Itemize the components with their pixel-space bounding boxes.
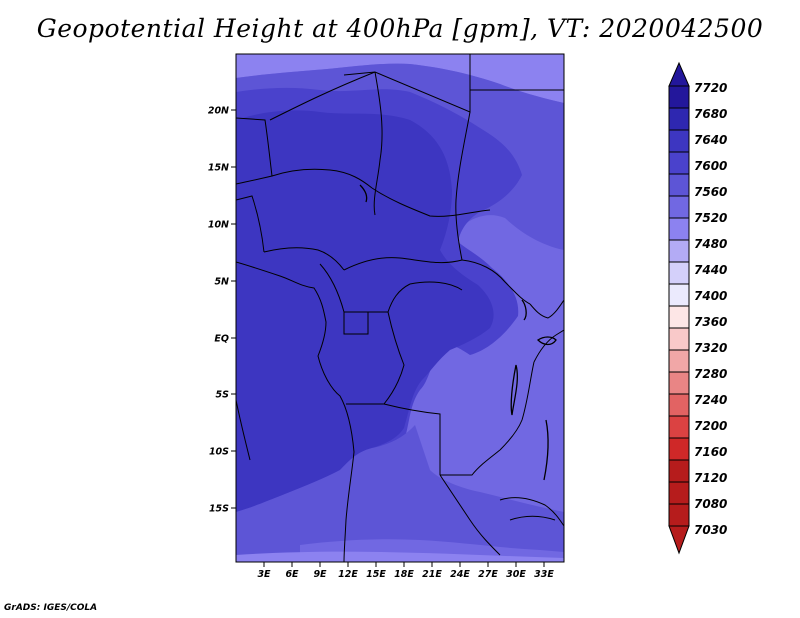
colorbar-segment: [668, 107, 690, 131]
colorbar-label: 7320: [694, 341, 727, 355]
zone-7480-south-edge: [236, 551, 564, 562]
colorbar-label: 7360: [694, 315, 727, 329]
zone-7560-southwest: [236, 425, 564, 562]
grads-credit: GrADS: IGES/COLA: [4, 603, 98, 613]
colorbar-label: 7600: [694, 159, 727, 173]
colorbar-label: 7640: [694, 133, 727, 147]
colorbar-top-arrow: [668, 61, 690, 87]
colorbar-label: 7280: [694, 367, 727, 381]
colorbar-label: 7080: [694, 497, 727, 511]
colorbar-segment: [668, 173, 690, 197]
zone-7640: [236, 110, 494, 512]
colorbar-label: 7200: [694, 419, 727, 433]
lon-label: 12E: [338, 569, 358, 580]
lat-label: 15N: [208, 163, 229, 174]
colorbar-segment: [668, 151, 690, 175]
colorbar-label: 7240: [694, 393, 727, 407]
colorbar-segment: [668, 349, 690, 373]
colorbar: 7720 7680 7640 7600 7560 7520 7480 7440 …: [668, 61, 727, 555]
colorbar-segment: [668, 459, 690, 483]
lat-label: 15S: [209, 504, 229, 515]
colorbar-segment: [668, 217, 690, 241]
zone-7480-north: [236, 54, 564, 103]
colorbar-label: 7400: [694, 289, 727, 303]
lat-label: 10S: [209, 447, 229, 458]
colorbar-segment: [668, 327, 690, 351]
lon-label: 27E: [478, 569, 498, 580]
lon-axis: 3E 6E 9E 12E 15E 18E 21E 24E 27E 30E 33E: [257, 562, 554, 580]
colorbar-label: 7480: [694, 237, 727, 251]
colorbar-label: 7560: [694, 185, 727, 199]
colorbar-label: 7680: [694, 107, 727, 121]
colorbar-segment: [668, 239, 690, 263]
colorbar-segment: [668, 393, 690, 417]
colorbar-segment: [668, 195, 690, 219]
colorbar-segment: [668, 437, 690, 461]
colorbar-segment: [668, 481, 690, 505]
lon-label: 24E: [450, 569, 470, 580]
colorbar-label: 7440: [694, 263, 727, 277]
height-field: [236, 54, 564, 562]
lakes: [359, 184, 557, 481]
map-frame: [235, 53, 565, 563]
country-boundaries: [236, 54, 564, 562]
lat-label: EQ: [214, 334, 229, 345]
lon-label: 6E: [285, 569, 299, 580]
lat-label: 10N: [208, 220, 229, 231]
lon-label: 9E: [313, 569, 327, 580]
colorbar-segment: [668, 305, 690, 329]
lat-axis: 20N 15N 10N 5N EQ 5S 10S 15S: [208, 106, 236, 515]
colorbar-label: 7120: [694, 471, 727, 485]
colorbar-segment: [668, 261, 690, 285]
lon-label: 30E: [506, 569, 526, 580]
map-title: Geopotential Height at 400hPa [gpm], VT:…: [36, 14, 764, 43]
colorbar-segment: [668, 371, 690, 395]
lon-label: 3E: [257, 569, 271, 580]
lat-label: 20N: [208, 106, 229, 117]
colorbar-segment: [668, 503, 690, 527]
lon-label: 21E: [422, 569, 442, 580]
lon-label: 18E: [394, 569, 414, 580]
colorbar-label: 7520: [694, 211, 727, 225]
lon-label: 33E: [534, 569, 554, 580]
colorbar-label: 7160: [694, 445, 727, 459]
lat-label: 5N: [214, 277, 229, 288]
colorbar-segment: [668, 415, 690, 439]
colorbar-segment: [668, 85, 690, 109]
colorbar-segment: [668, 129, 690, 153]
lon-label: 15E: [366, 569, 386, 580]
colorbar-segment: [668, 283, 690, 307]
lat-label: 5S: [216, 390, 230, 401]
colorbar-bottom-arrow: [668, 525, 690, 555]
colorbar-label: 7720: [694, 81, 727, 95]
colorbar-label: 7030: [694, 523, 727, 537]
